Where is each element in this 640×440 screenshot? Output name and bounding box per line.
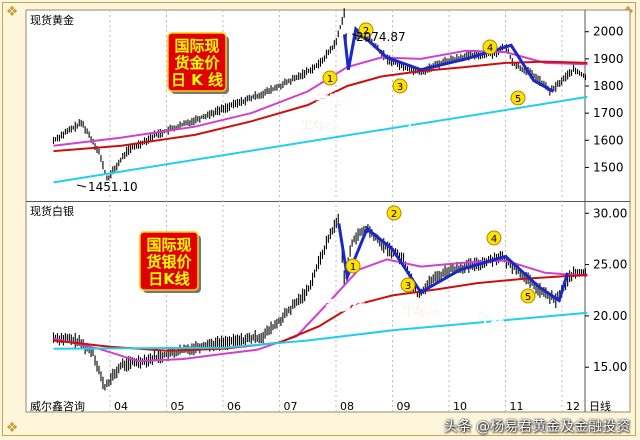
x-tick-label: 05 [171, 400, 185, 413]
annotation-low: 1451.10 [88, 180, 138, 194]
ma-label: 半年线 [402, 304, 441, 320]
wave-circle [322, 70, 338, 86]
ma-year-line [53, 95, 588, 184]
y-tick-label: 25.00 [593, 258, 627, 272]
title-box-line: 日 K 线 [171, 71, 223, 89]
title-box [139, 231, 199, 291]
x-tick-label: 07 [284, 400, 298, 413]
x-corner-label: 日线 [589, 399, 611, 413]
panel-label: 现货白银 [30, 204, 74, 218]
silver-candles [52, 213, 586, 391]
x-tick-label: 08 [340, 400, 354, 413]
ma-label: 年线 [406, 124, 432, 140]
title-box-line: 国际现 [174, 37, 219, 55]
wave-circle [392, 78, 408, 94]
y-tick-label: 1800 [593, 79, 624, 93]
wave-circle [400, 277, 416, 293]
ma-label: 季度线 [315, 92, 355, 108]
annotation-leader [76, 184, 87, 188]
outer-frame [2, 2, 636, 436]
corner-ornament-icon: ❖ [5, 420, 19, 436]
title-box-line: 国际现 [146, 236, 191, 254]
wave-number: 2 [391, 209, 397, 220]
title-box-line: 货金价 [174, 54, 220, 72]
title-box-line: 日K线 [148, 270, 190, 288]
ma-year-line [53, 311, 588, 350]
watermark: 头条 @杨易君黄金及金融投资 [443, 419, 630, 435]
y-tick-label: 1500 [593, 160, 624, 174]
y-tick-label: 20.00 [593, 309, 627, 323]
vendor-label: 威尔鑫咨询 [30, 399, 85, 413]
wave-line [343, 26, 555, 93]
wave-line [337, 223, 570, 303]
corner-ornament-icon: ❖ [5, 4, 19, 20]
ma-quarter-line [53, 49, 588, 147]
x-tick-label: 12 [566, 400, 580, 413]
panel-label: 现货黄金 [30, 13, 74, 27]
y-tick-label: 1600 [593, 133, 624, 147]
wave-circle [486, 230, 502, 246]
y-tick-label: 2000 [593, 25, 624, 39]
ma-label: 季度线 [325, 298, 365, 314]
wave-circle [345, 258, 361, 274]
plot-background [25, 9, 631, 413]
wave-number: 4 [487, 43, 493, 54]
x-tick-label: 09 [397, 400, 411, 413]
wave-number: 3 [405, 281, 411, 292]
ma-label: 半年线 [300, 119, 339, 135]
wave-number: 5 [515, 94, 521, 105]
wave-number: 4 [491, 234, 497, 245]
annotation-leader [351, 33, 363, 38]
wave-circle [520, 288, 536, 304]
annotation-high: 2074.87 [356, 30, 406, 44]
title-box-line: 货银价 [146, 253, 192, 271]
y-tick-label: 1900 [593, 52, 624, 66]
ma-label: 年线 [478, 310, 504, 326]
x-tick-label: 10 [453, 400, 467, 413]
x-tick-label: 11 [510, 400, 524, 413]
wave-number: 5 [525, 292, 531, 303]
wave-number: 2 [363, 26, 369, 37]
wave-circle [386, 205, 402, 221]
x-tick-label: 06 [227, 400, 241, 413]
ma-halfyear-line [53, 273, 588, 352]
wave-number: 3 [397, 82, 403, 93]
wave-circle [358, 22, 374, 38]
wave-circle [510, 90, 526, 106]
y-tick-label: 30.00 [593, 206, 627, 220]
wave-circle [482, 39, 498, 55]
y-tick-label: 15.00 [593, 360, 627, 374]
y-tick-label: 1700 [593, 106, 624, 120]
x-tick-label: 04 [114, 400, 128, 413]
ma-halfyear-line [53, 60, 588, 153]
wave-number: 1 [327, 74, 333, 85]
title-box [167, 32, 227, 92]
wave-number: 1 [350, 262, 356, 273]
